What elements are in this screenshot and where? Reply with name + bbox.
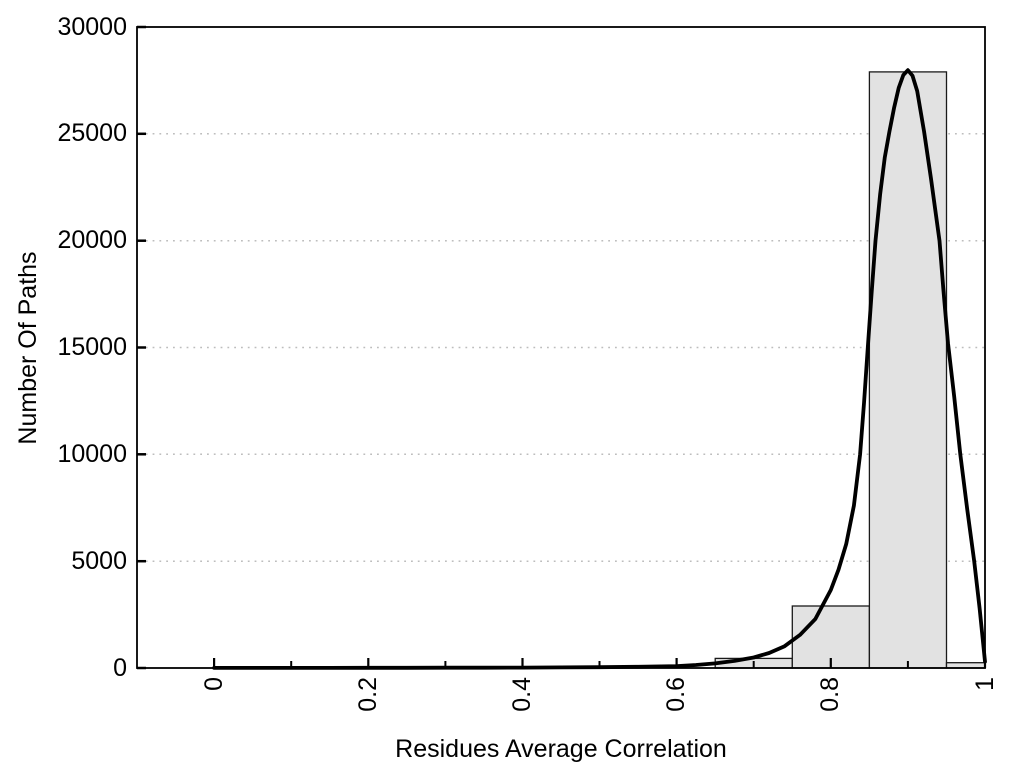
x-tick-label-0.8: 0.8 — [816, 677, 844, 712]
x-axis-title: Residues Average Correlation — [395, 735, 727, 763]
y-tick-label-30000: 30000 — [57, 13, 127, 41]
y-tick-label-0: 0 — [113, 654, 127, 682]
histogram-bar-2 — [868, 71, 948, 669]
y-tick-label-25000: 25000 — [57, 119, 127, 147]
histogram-bar-1 — [791, 605, 871, 669]
x-tick-label-0.6: 0.6 — [662, 677, 690, 712]
y-tick-label-5000: 5000 — [71, 547, 127, 575]
y-tick-label-10000: 10000 — [57, 440, 127, 468]
x-tick-label-0.4: 0.4 — [508, 677, 536, 712]
x-tick-label-0.2: 0.2 — [354, 677, 382, 712]
y-tick-label-15000: 15000 — [57, 333, 127, 361]
x-tick-label-0: 0 — [200, 677, 228, 691]
density-fit-curve — [212, 68, 987, 670]
x-tick-label-1: 1 — [971, 677, 999, 691]
y-tick-label-20000: 20000 — [57, 226, 127, 254]
